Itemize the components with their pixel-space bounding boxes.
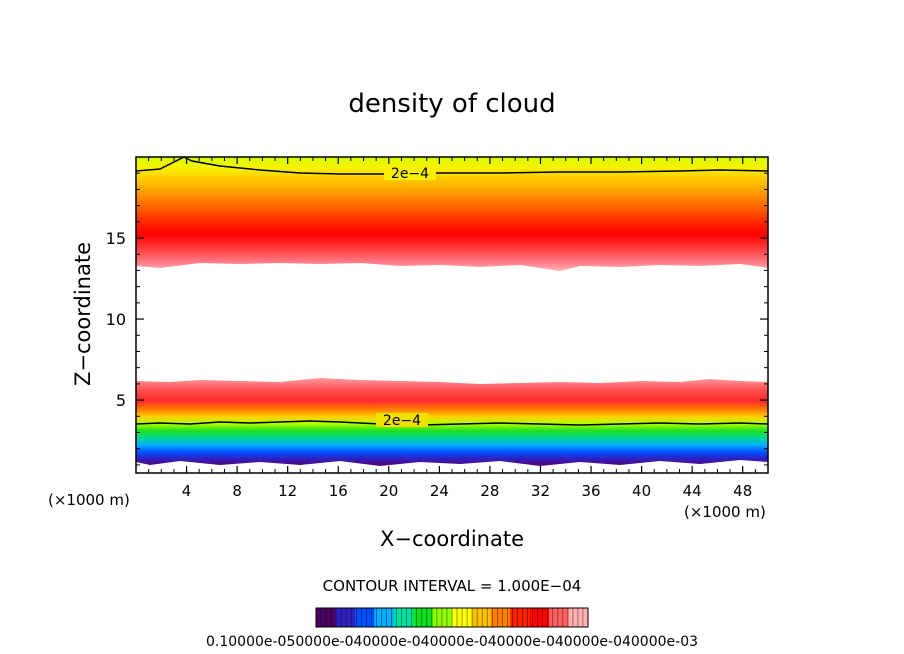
chart-title: density of cloud <box>348 89 555 119</box>
x-tick-label: 48 <box>733 482 752 500</box>
x-tick-label: 44 <box>683 482 702 500</box>
x-tick-label: 12 <box>278 482 297 500</box>
x-unit-left: (×1000 m) <box>48 491 130 509</box>
y-tick-label: 10 <box>106 310 126 329</box>
y-ticks: 5 10 15 <box>106 172 768 466</box>
colorbar-swatch <box>490 608 511 627</box>
colorbar-swatch <box>432 608 453 627</box>
x-tick-label: 40 <box>632 482 651 500</box>
y-tick-label: 5 <box>116 391 126 410</box>
x-tick-label: 20 <box>379 482 398 500</box>
colorbar-labels: 0.10000e-050000e-040000e-040000e-040000e… <box>206 634 698 650</box>
colorbar-swatch <box>510 608 531 627</box>
contour-line-upper <box>135 156 769 175</box>
colorbar-swatch <box>354 608 375 627</box>
x-tick-label: 24 <box>430 482 449 500</box>
x-tick-label: 32 <box>531 482 550 500</box>
x-tick-label: 16 <box>329 482 348 500</box>
colorbar <box>316 608 589 627</box>
colorbar-swatch <box>529 608 550 627</box>
lower-cloud-layer <box>136 378 768 466</box>
upper-cloud-layer <box>136 157 768 271</box>
colorbar-swatch <box>374 608 395 627</box>
contour-label-lower: 2e−4 <box>383 413 421 429</box>
x-axis-label: X−coordinate <box>380 527 524 551</box>
x-ticks: 4 8 12 16 20 24 28 32 36 40 44 48 <box>148 157 756 500</box>
colorbar-swatch <box>413 608 434 627</box>
colorbar-frame <box>315 607 589 628</box>
x-tick-label: 28 <box>480 482 499 500</box>
contour-label-bg-lower <box>376 413 428 427</box>
y-axis-label: Z−coordinate <box>71 242 95 386</box>
x-tick-label: 8 <box>232 482 242 500</box>
contour-label-bg-upper <box>384 166 436 180</box>
contour-label-upper: 2e−4 <box>391 166 429 182</box>
colorbar-swatch <box>568 608 589 627</box>
colorbar-swatch <box>549 608 570 627</box>
colorbar-swatch <box>393 608 414 627</box>
contour-interval-text: CONTOUR INTERVAL = 1.000E−04 <box>323 577 582 595</box>
colorbar-swatch <box>335 608 356 627</box>
y-tick-label: 15 <box>106 229 126 248</box>
x-tick-label: 36 <box>581 482 600 500</box>
x-tick-label: 4 <box>182 482 192 500</box>
x-unit-right: (×1000 m) <box>684 503 766 521</box>
colorbar-swatch <box>471 608 492 627</box>
